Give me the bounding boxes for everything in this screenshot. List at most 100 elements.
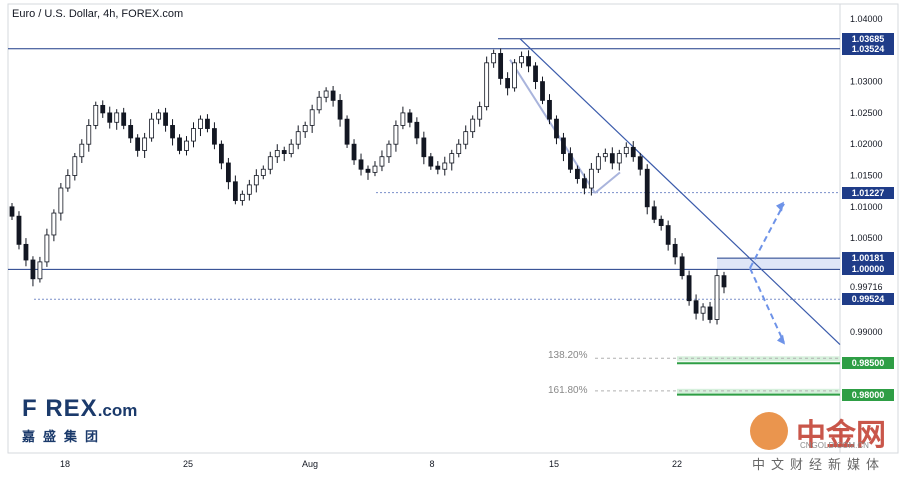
candle-body [540, 81, 545, 101]
candle-body [246, 184, 252, 195]
candle-body [177, 137, 182, 151]
candle-body [672, 243, 678, 258]
bearish-arrowhead [777, 334, 785, 345]
candle-body [372, 165, 378, 173]
candle-body [274, 150, 280, 158]
candle-body [519, 56, 524, 64]
candle-body [693, 300, 699, 314]
candle-body [386, 143, 392, 158]
x-tick-label: Aug [302, 459, 318, 469]
candle-body [288, 143, 294, 154]
candle-body [295, 131, 301, 145]
candle-body [205, 118, 210, 129]
candle-body [456, 143, 462, 154]
candle-body [128, 125, 134, 139]
downtrend-line [519, 38, 841, 345]
candle-body [414, 121, 420, 139]
logo-suffix: .com [97, 401, 138, 420]
candle-body [428, 156, 434, 167]
chart-title: Euro / U.S. Dollar, 4h, FOREX.com [12, 8, 184, 20]
candle-body [121, 112, 127, 126]
candle-body [400, 112, 406, 126]
x-tick-label: 8 [429, 459, 434, 469]
price-tag-0: 1.03685 [842, 32, 894, 45]
logo-subtitle: 嘉盛集团 [22, 429, 107, 444]
candle-body [302, 125, 308, 133]
price-tag-3: 1.00181 [842, 252, 894, 265]
candle-body [393, 125, 399, 145]
candle-body [337, 99, 343, 120]
price-tag-5: 0.99716 [850, 282, 883, 293]
candle-body [435, 165, 441, 170]
candle-body [470, 118, 476, 133]
candle-body [30, 259, 36, 280]
resistance-zone [717, 258, 840, 270]
candle-body [679, 256, 685, 277]
candle-body [463, 131, 469, 145]
forex-logo: F REX.com [22, 395, 137, 423]
y-tick-label: 1.02000 [850, 139, 883, 149]
candle-body [637, 156, 643, 170]
logo-brand: F REX [22, 395, 98, 422]
candle-body [351, 143, 357, 161]
candle-body [512, 62, 517, 89]
candle-body [581, 178, 587, 189]
plot-area [7, 3, 841, 454]
price-tag-2: 1.01227 [842, 186, 894, 199]
y-tick-label: 1.01000 [850, 202, 883, 212]
candle-body [379, 156, 385, 167]
candle-body [225, 162, 231, 183]
candle-body [533, 65, 538, 82]
candle-body [184, 140, 189, 151]
y-tick-label: 1.04000 [850, 14, 883, 24]
candle-body [651, 206, 657, 220]
candle-body [442, 162, 448, 170]
candle-body [700, 306, 706, 314]
candle-body [568, 153, 573, 170]
candle-body [658, 218, 664, 226]
candle-body [365, 168, 371, 173]
candle-body [421, 137, 427, 158]
candle-body [260, 168, 266, 176]
candle-body [23, 243, 29, 261]
x-tick-label: 15 [549, 459, 559, 469]
candle-body [267, 156, 273, 170]
channel-line-2 [594, 171, 621, 194]
candle-body [58, 187, 64, 214]
candle-body [644, 168, 650, 208]
y-tick-label: 1.01500 [850, 171, 883, 181]
candle-body [44, 234, 50, 263]
candle-body [491, 53, 497, 64]
candle-body [16, 215, 22, 245]
price-axis [839, 3, 899, 454]
y-tick-label: 1.02500 [850, 108, 883, 118]
candle-body [232, 181, 238, 201]
candle-body [630, 146, 636, 158]
candle-body [526, 56, 531, 67]
fib-label-138: 138.20% [548, 350, 588, 361]
candle-body [37, 261, 43, 280]
candle-body [93, 104, 99, 126]
candle-body [323, 90, 329, 98]
candle-body [9, 206, 15, 217]
candle-body [449, 153, 455, 164]
candle-body [309, 109, 315, 126]
x-tick-label: 18 [60, 459, 70, 469]
candle-body [79, 143, 85, 158]
candle-body [191, 128, 196, 142]
candle-body [477, 106, 483, 120]
candle-body [609, 153, 615, 164]
candle-body [602, 153, 608, 158]
price-tag-8: 0.98000 [842, 388, 894, 401]
channel-line-1 [509, 59, 596, 194]
candle-body [72, 156, 78, 176]
candle-body [707, 306, 713, 320]
candle-body [616, 153, 622, 164]
y-tick-label: 1.00500 [850, 233, 883, 243]
candle-body [149, 118, 155, 139]
candle-body [100, 104, 106, 114]
candle-body [358, 159, 364, 170]
candle-body [135, 137, 141, 151]
candle-body [142, 137, 148, 151]
